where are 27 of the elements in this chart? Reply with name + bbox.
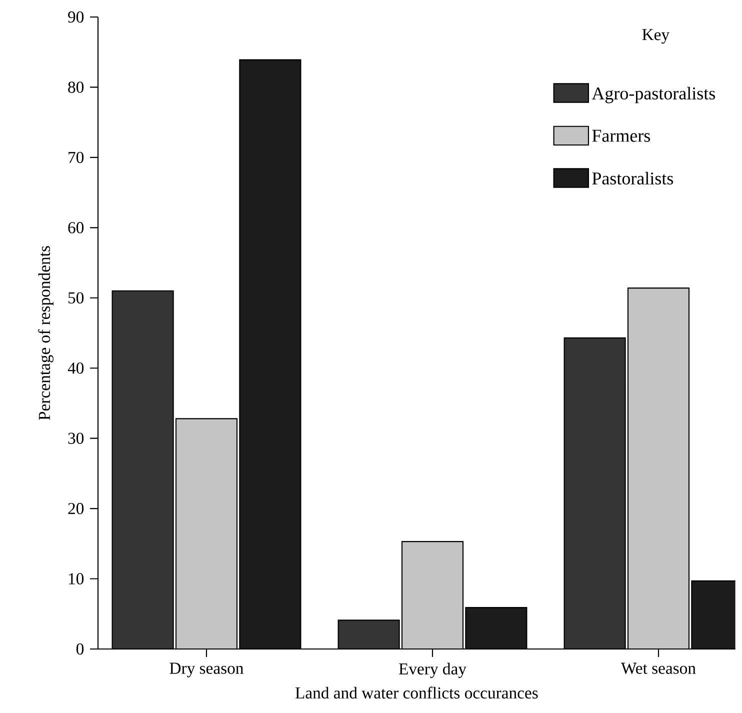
bar xyxy=(402,542,464,649)
y-tick-label: 10 xyxy=(68,573,84,584)
legend-title: Key xyxy=(642,29,670,44)
y-tick-label: 90 xyxy=(68,11,84,23)
bar xyxy=(240,60,301,649)
y-tick-label: 80 xyxy=(68,82,84,93)
bar xyxy=(176,418,237,649)
y-axis-title: Percentage of respondents xyxy=(38,246,54,420)
x-tick-label: Wet season xyxy=(621,662,696,674)
y-tick-label: 20 xyxy=(68,502,84,514)
x-tick-label: Dry season xyxy=(170,662,244,678)
bar xyxy=(338,620,400,649)
bar xyxy=(466,608,527,649)
legend-label: Farmers xyxy=(592,130,650,142)
legend-label: Agro-pastoralists xyxy=(592,86,716,104)
x-tick-label: Every day xyxy=(398,662,466,678)
y-tick-label: 0 xyxy=(76,643,84,655)
y-tick-label: 40 xyxy=(68,362,84,374)
bar xyxy=(627,288,690,649)
y-tick-label: 30 xyxy=(68,432,84,444)
bar xyxy=(564,337,626,649)
x-axis-title: Land and water conflicts occurances xyxy=(295,686,538,699)
y-tick-label: 70 xyxy=(68,152,84,164)
bar xyxy=(112,290,174,649)
legend-label: Pastoralists xyxy=(592,172,674,185)
y-tick-label: 60 xyxy=(68,222,84,234)
y-tick-label: 50 xyxy=(68,292,84,304)
